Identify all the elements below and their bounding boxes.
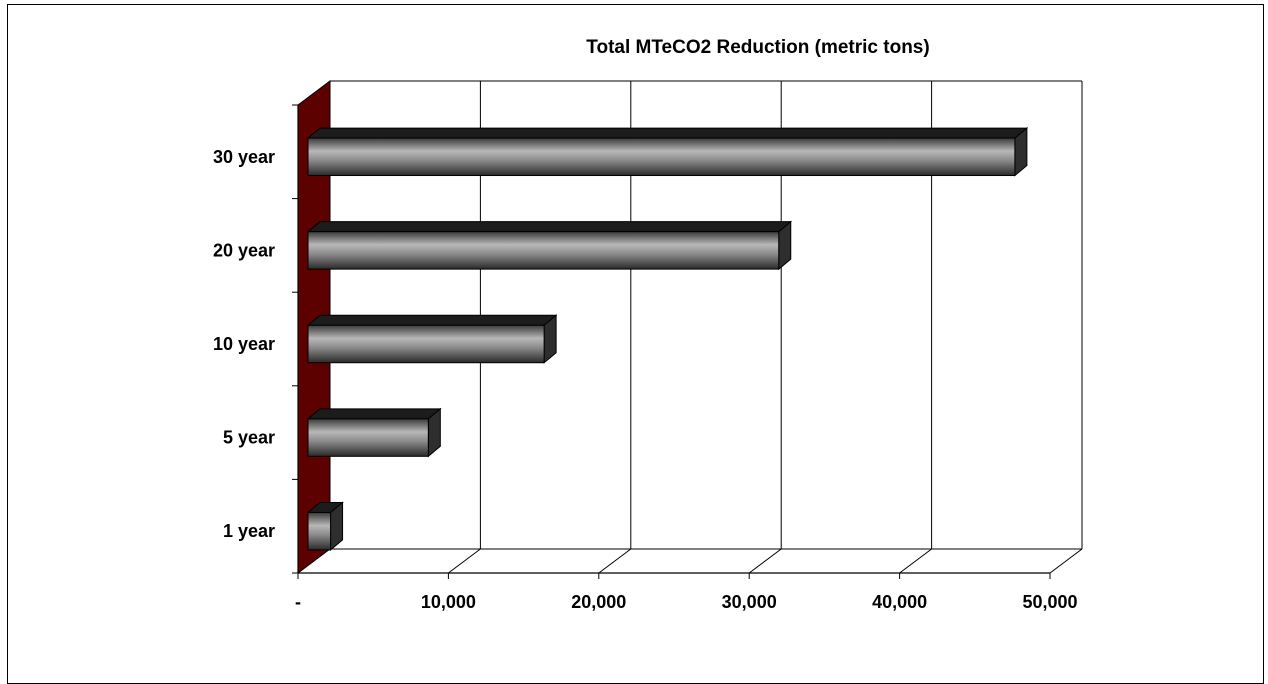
bar-front-face bbox=[307, 511, 332, 551]
y-tick-label: 1 year bbox=[223, 521, 275, 541]
floor-gridline bbox=[448, 548, 481, 574]
bar bbox=[306, 220, 793, 271]
x-tick-label: 10,000 bbox=[421, 592, 476, 612]
floor-gridline bbox=[899, 548, 932, 574]
bar bbox=[306, 407, 442, 458]
bar-top-face bbox=[306, 221, 793, 233]
bar-front-face bbox=[307, 324, 545, 364]
x-tick-label: - bbox=[295, 592, 301, 612]
bar bbox=[306, 314, 558, 364]
floor-gridline bbox=[598, 548, 632, 574]
floor-gridline bbox=[1049, 548, 1083, 574]
bars bbox=[306, 127, 1029, 551]
bar-top-face bbox=[306, 314, 558, 326]
bar-top-face bbox=[306, 408, 442, 420]
y-axis-labels: 1 year 5 year 10 year 20 year 30 year bbox=[213, 147, 275, 541]
y-tick-label: 20 year bbox=[213, 240, 275, 260]
floor-gridline bbox=[748, 548, 782, 574]
axes bbox=[292, 104, 1051, 579]
bar-front-face bbox=[307, 137, 1016, 177]
x-tick-label: 30,000 bbox=[722, 592, 777, 612]
bar bbox=[306, 501, 344, 551]
y-tick-label: 5 year bbox=[223, 428, 275, 448]
x-axis-labels: - 10,000 20,000 30,000 40,000 50,000 bbox=[295, 592, 1078, 612]
y-tick-label: 30 year bbox=[213, 147, 275, 167]
bar-top-face bbox=[306, 127, 1029, 139]
chart-frame bbox=[7, 4, 1264, 684]
bar-front-face bbox=[307, 418, 429, 457]
y-tick-label: 10 year bbox=[213, 334, 275, 354]
x-tick-label: 20,000 bbox=[571, 592, 626, 612]
chart-title: Total MTeCO2 Reduction (metric tons) bbox=[586, 37, 929, 58]
x-tick-label: 40,000 bbox=[872, 592, 927, 612]
bar-front-face bbox=[307, 231, 780, 270]
bar bbox=[306, 127, 1029, 177]
x-tick-label: 50,000 bbox=[1022, 592, 1077, 612]
